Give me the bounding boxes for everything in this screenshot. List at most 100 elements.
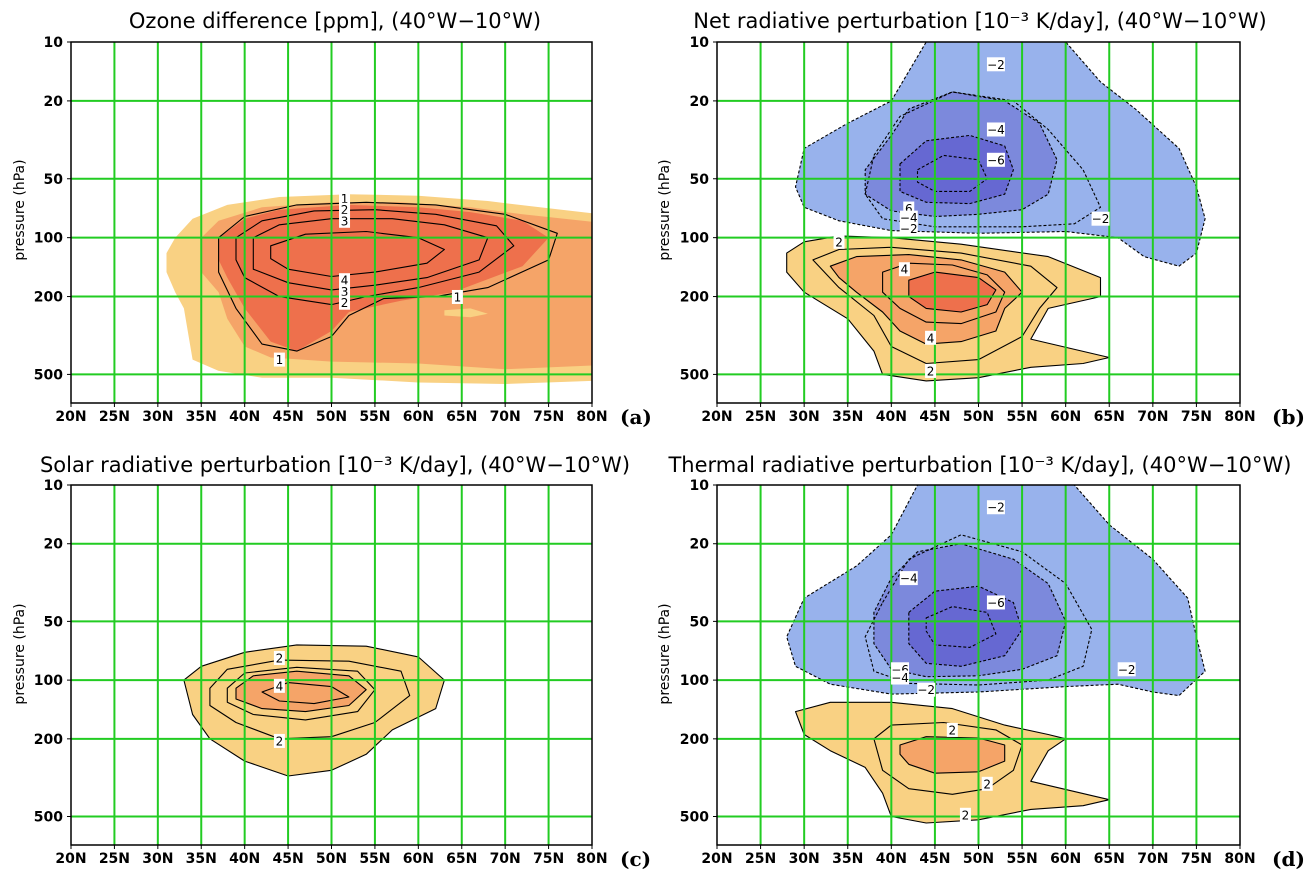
contour-value-label: −4 (899, 210, 918, 225)
x-tick-label: 50N (316, 851, 347, 867)
x-tick-label: 30N (142, 851, 173, 867)
contour-label-background (986, 500, 1005, 515)
contour-label-background (1091, 211, 1110, 226)
panel-a: Ozone difference [ppm], (40°W−10°W) pres… (12, 9, 652, 429)
x-tick-label: 25N (745, 851, 776, 867)
y-tick-label: 200 (680, 290, 709, 306)
contour-label-background (339, 273, 351, 288)
contour-label-text: −6 (987, 153, 1005, 167)
contour-label-background (339, 213, 351, 228)
panel-a-label: (a) (620, 405, 652, 429)
contour-value-label: −2 (986, 57, 1005, 72)
contour-label-background (339, 295, 351, 310)
x-tick-label: 60N (1050, 409, 1081, 425)
contour-line (183, 644, 445, 777)
contour-value-label: 2 (273, 733, 285, 748)
x-tick-label: 65N (1094, 409, 1125, 425)
contour-label-text: −2 (900, 222, 918, 236)
panel-d: Thermal radiative perturbation [10⁻³ K/d… (657, 453, 1305, 871)
y-tick-label: 20 (44, 94, 64, 110)
panel-b-ylabel: pressure (hPa) (657, 159, 673, 260)
contour-label-background (833, 234, 845, 249)
contour-label-text: 1 (276, 353, 284, 367)
contour-value-label: −2 (917, 682, 936, 697)
shaded-region-warm3 (908, 272, 996, 312)
x-tick-label: 80N (1224, 851, 1255, 867)
y-tick-label: 200 (680, 732, 709, 748)
contour-line (270, 230, 445, 278)
contour-line (235, 209, 515, 306)
contour-label-background (898, 262, 910, 277)
x-tick-label: 60N (1050, 851, 1081, 867)
contour-label-text: 2 (276, 651, 284, 665)
x-tick-label: 20N (701, 409, 732, 425)
y-tick-label: 100 (680, 231, 709, 247)
contour-value-label: 2 (339, 202, 351, 217)
x-tick-label: 75N (1181, 851, 1212, 867)
x-tick-label: 45N (919, 851, 950, 867)
plot-frame (70, 41, 593, 404)
x-tick-label: 70N (490, 851, 521, 867)
contour-label-background (339, 191, 351, 206)
x-tick-label: 80N (1224, 409, 1255, 425)
contour-line (864, 534, 1093, 686)
contour-line (226, 666, 376, 721)
shaded-region-cool3 (900, 135, 1014, 204)
x-tick-label: 20N (55, 851, 86, 867)
contour-label-text: 2 (983, 777, 991, 791)
x-tick-label: 35N (832, 851, 863, 867)
x-tick-label: 65N (446, 851, 477, 867)
y-tick-label: 50 (44, 614, 64, 630)
contour-value-label: −4 (899, 571, 918, 586)
y-tick-label: 10 (690, 478, 710, 494)
contour-label-text: 2 (835, 235, 843, 249)
y-tick-label: 500 (680, 367, 709, 383)
contour-label-background (903, 201, 915, 216)
x-tick-label: 75N (533, 851, 564, 867)
contour-value-label: 1 (273, 352, 285, 367)
shaded-region-warm3 (218, 204, 549, 352)
contour-label-text: −4 (987, 123, 1005, 137)
contour-value-label: −2 (1091, 211, 1110, 226)
contour-line (899, 134, 1014, 205)
contour-value-label: 1 (339, 191, 351, 206)
contour-line (899, 736, 1006, 774)
x-tick-label: 80N (576, 409, 607, 425)
x-tick-label: 40N (876, 851, 907, 867)
x-tick-label: 30N (789, 851, 820, 867)
panel-b-title: Net radiative perturbation [10⁻³ K/day],… (693, 9, 1266, 33)
contour-label-text: 3 (341, 214, 349, 228)
contour-label-text: −4 (900, 572, 918, 586)
contour-value-label: 2 (833, 234, 845, 249)
x-tick-label: 50N (963, 409, 994, 425)
contour-label-text: −2 (917, 683, 935, 697)
x-tick-label: 40N (229, 851, 260, 867)
contour-label-background (273, 352, 285, 367)
contour-line (864, 91, 1058, 218)
contour-label-background (273, 733, 285, 748)
x-tick-label: 25N (99, 409, 130, 425)
x-tick-label: 35N (186, 851, 217, 867)
x-tick-label: 45N (919, 409, 950, 425)
panel-b: Net radiative perturbation [10⁻³ K/day],… (657, 9, 1305, 429)
contour-line (812, 246, 1058, 365)
panel-c: Solar radiative perturbation [10⁻³ K/day… (12, 453, 651, 871)
contour-label-text: −6 (987, 596, 1005, 610)
contour-label-background (899, 210, 918, 225)
contour-value-label: 2 (959, 807, 971, 822)
contour-label-text: −2 (987, 501, 1005, 515)
contour-value-label: 2 (981, 776, 993, 791)
x-tick-label: 75N (533, 409, 564, 425)
y-tick-label: 200 (34, 732, 63, 748)
x-tick-label: 70N (1137, 851, 1168, 867)
contour-value-label: −2 (1117, 662, 1136, 677)
contour-label-background (986, 152, 1005, 167)
contour-value-label: 2 (946, 722, 958, 737)
contour-label-background (273, 650, 285, 665)
panel-c-label: (c) (620, 847, 651, 871)
contour-label-text: 2 (949, 723, 957, 737)
contour-line (882, 262, 1006, 325)
panel-a-title: Ozone difference [ppm], (40°W−10°W) (129, 9, 541, 33)
contour-label-background (986, 595, 1005, 610)
contour-line (873, 721, 1023, 795)
